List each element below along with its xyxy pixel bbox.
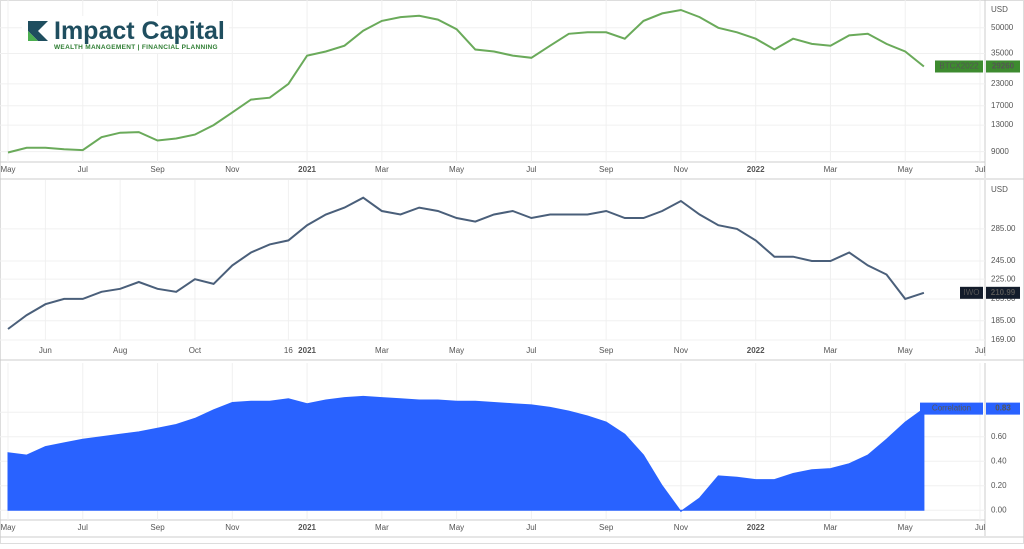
x-tick-label: Jul (526, 165, 536, 174)
x-tick-label: May (898, 346, 913, 355)
area (7, 395, 925, 513)
x-tick-label: Jul (78, 165, 88, 174)
x-tick-label: Mar (824, 165, 838, 174)
y-tick-label: 17000 (991, 101, 1014, 110)
y-tick-label: 0.20 (991, 481, 1007, 490)
logo-tagline: WEALTH MANAGEMENT | FINANCIAL PLANNING (54, 44, 218, 51)
line (7, 8, 925, 154)
x-tick-label: May (449, 523, 464, 532)
y-tick-label: 285.00 (991, 224, 1016, 233)
y-tick-label: 225.00 (991, 274, 1016, 283)
value-tag (986, 60, 1020, 73)
y-tick-label: 0.60 (991, 432, 1007, 441)
x-tick-label: Mar (375, 165, 389, 174)
y-tick-label: 9000 (991, 147, 1009, 156)
y-tick-label: 35000 (991, 49, 1014, 58)
x-tick-label: Nov (674, 165, 688, 174)
x-tick-label: 2021 (298, 346, 316, 355)
y-tick-label: 0.40 (991, 456, 1007, 465)
series-name: BTCX2022 (939, 62, 979, 71)
x-tick-label: Sep (599, 523, 614, 532)
x-tick-label: Nov (674, 346, 688, 355)
value-label: 29260 (992, 62, 1015, 71)
x-tick-label: May (898, 165, 913, 174)
series-tag (920, 402, 983, 415)
x-tick-label: Mar (375, 523, 389, 532)
series-tag (935, 60, 983, 73)
x-tick-label: Sep (599, 346, 614, 355)
x-tick-label: 2021 (298, 165, 316, 174)
x-tick-label: May (449, 346, 464, 355)
line (7, 196, 925, 330)
value-label: 0.83 (995, 404, 1011, 413)
x-tick-label: Jul (526, 346, 536, 355)
x-tick-label: Jul (975, 523, 985, 532)
x-tick-label: May (898, 523, 913, 532)
x-tick-label: Jul (975, 346, 985, 355)
x-tick-label: Sep (150, 165, 165, 174)
series-name: Correlation (932, 404, 971, 413)
y-tick-label: 245.00 (991, 256, 1016, 265)
y-axis-label: USD (991, 185, 1008, 194)
x-tick-label: 2021 (298, 523, 316, 532)
x-tick-label: Jul (975, 165, 985, 174)
series-tag (960, 286, 983, 299)
y-axis-label: USD (991, 5, 1008, 14)
value-tag (986, 286, 1020, 299)
y-tick-label: 23000 (991, 79, 1014, 88)
x-tick-label: Sep (150, 523, 165, 532)
x-tick-label: Mar (824, 523, 838, 532)
x-tick-label: 16 (284, 346, 293, 355)
y-tick-label: 169.00 (991, 335, 1016, 344)
x-tick-label: Mar (824, 346, 838, 355)
x-tick-label: 2022 (747, 523, 765, 532)
x-tick-label: May (0, 523, 15, 532)
x-tick-label: 2022 (747, 346, 765, 355)
logo: Impact Capital WEALTH MANAGEMENT | FINAN… (22, 16, 229, 53)
x-tick-label: Nov (225, 523, 239, 532)
x-tick-label: Nov (674, 523, 688, 532)
logo-icon (28, 21, 48, 41)
x-tick-label: Jun (39, 346, 52, 355)
y-tick-label: 185.00 (991, 316, 1016, 325)
logo-title: Impact Capital (54, 17, 225, 45)
x-tick-label: May (449, 165, 464, 174)
x-tick-label: Jul (526, 523, 536, 532)
x-tick-label: Sep (599, 165, 614, 174)
y-tick-label: 0.00 (991, 505, 1007, 514)
x-tick-label: Oct (189, 346, 202, 355)
x-tick-label: Jul (78, 523, 88, 532)
x-tick-label: Nov (225, 165, 239, 174)
value-label: 210.99 (991, 288, 1016, 297)
y-tick-label: 13000 (991, 120, 1014, 129)
y-tick-label: 50000 (991, 23, 1014, 32)
x-tick-label: Aug (113, 346, 127, 355)
x-tick-label: May (0, 165, 15, 174)
value-tag (986, 402, 1020, 415)
series-name: IWO (964, 288, 980, 297)
x-tick-label: 2022 (747, 165, 765, 174)
x-tick-label: Mar (375, 346, 389, 355)
